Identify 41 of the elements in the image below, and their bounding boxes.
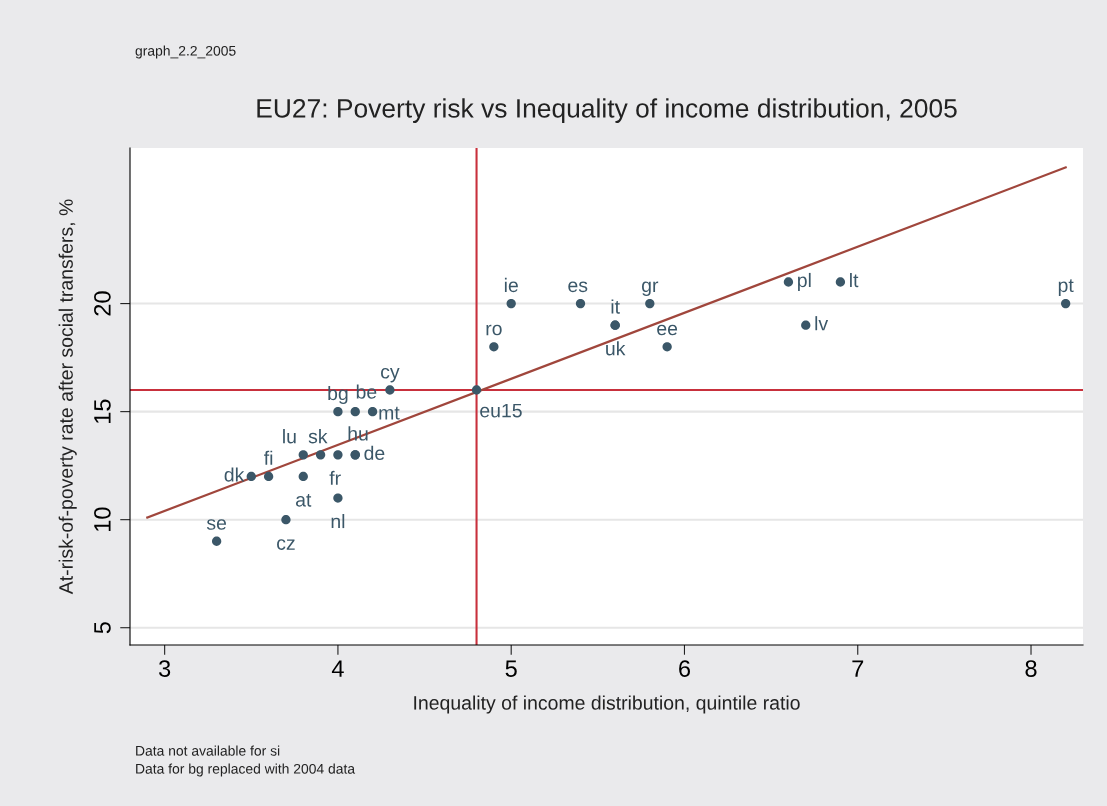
y-tick-label: 20	[94, 291, 111, 316]
annotation: mt	[379, 406, 400, 420]
annotation: it	[611, 299, 620, 314]
text: graph_2.2_2005	[135, 45, 236, 59]
text: Data for bg replaced with 2004 data	[136, 763, 356, 777]
annotation: at	[295, 493, 312, 507]
x-tick-label: 6	[679, 660, 690, 677]
annotation: sk	[308, 429, 328, 444]
x-tick-label: 8	[1025, 660, 1037, 677]
annotation: de	[364, 445, 385, 461]
y-tick-label: 5	[94, 622, 111, 634]
chart-title: EU27: Poverty risk vs Inequality of income distribution, 2005	[257, 98, 957, 123]
x-tick-label: 3	[158, 660, 171, 677]
x-tick-label: 4	[331, 660, 344, 677]
annotation: fr	[329, 470, 341, 485]
annotation: cy	[381, 367, 400, 383]
annotation: pl	[798, 272, 811, 292]
y-tick-label: 10	[94, 507, 111, 531]
y-tick-label: 15	[94, 399, 111, 423]
x-tick-label: 7	[852, 660, 864, 677]
annotation: es	[568, 281, 588, 293]
annotation: bg	[328, 385, 348, 405]
annotation: ro	[486, 324, 502, 336]
annotation: cz	[277, 539, 295, 550]
annotation: lu	[283, 429, 296, 444]
annotation: fi	[264, 450, 273, 465]
annotation: uk	[606, 341, 626, 356]
annotation: pt	[1058, 279, 1074, 296]
annotation: ie	[504, 277, 518, 293]
x-tick-label: 5	[505, 660, 517, 677]
annotation: gr	[641, 281, 659, 296]
annotation: lt	[850, 272, 859, 288]
text: Data not available for si	[136, 745, 280, 756]
annotation: nl	[331, 514, 345, 529]
annotation: se	[206, 519, 227, 530]
y-axis-title: At-risk-of-poverty rate after social transfers, %	[58, 199, 77, 595]
annotation: dk	[224, 467, 245, 482]
annotation: lv	[815, 316, 829, 331]
x-axis-title: Inequality of income distribution, quintile ratio	[414, 695, 800, 714]
annotation: eu15	[480, 403, 522, 418]
annotation: ee	[657, 324, 678, 336]
